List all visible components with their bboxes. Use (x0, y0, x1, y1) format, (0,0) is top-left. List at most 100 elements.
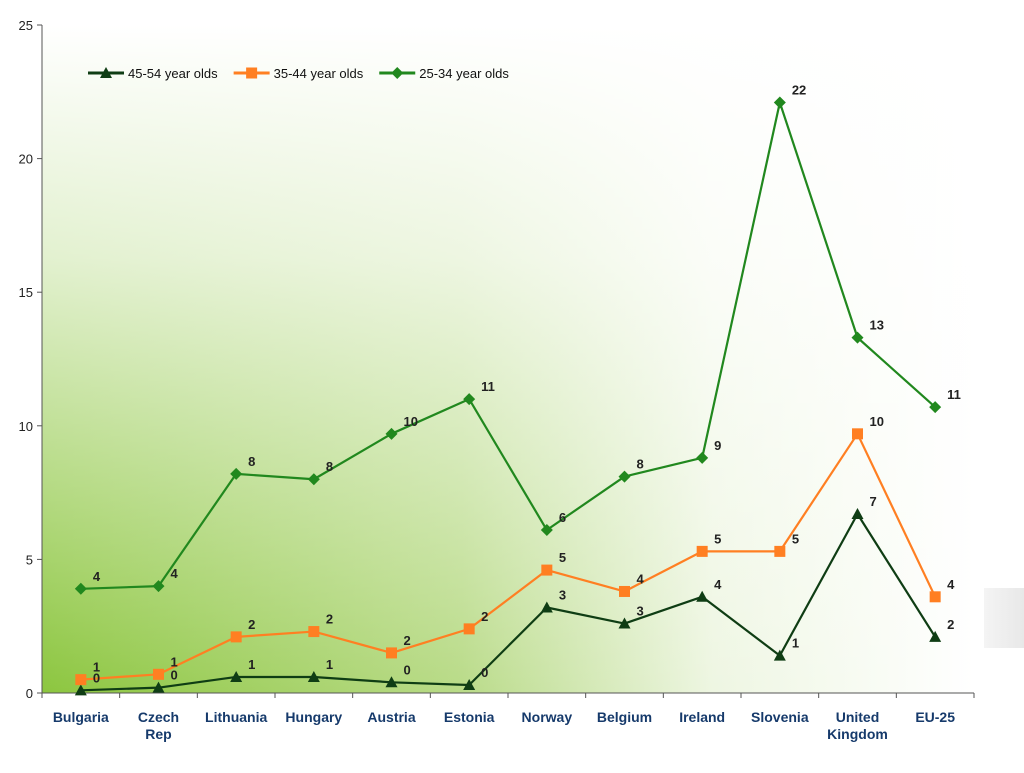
x-tick-label-line: Bulgaria (53, 709, 109, 725)
data-point (851, 507, 864, 519)
data-point (618, 617, 631, 629)
data-point (929, 630, 942, 642)
data-label: 1 (93, 660, 100, 675)
y-tick-label: 25 (19, 18, 33, 33)
data-label: 13 (870, 318, 884, 333)
data-label: 5 (792, 531, 799, 546)
x-tick-label-line: Ireland (679, 709, 725, 725)
data-label: 4 (93, 569, 101, 584)
data-label: 7 (870, 494, 877, 509)
data-point (307, 670, 320, 682)
data-point (851, 331, 864, 344)
data-point (696, 545, 708, 557)
data-label: 4 (637, 571, 645, 586)
data-point (152, 681, 165, 693)
x-tick-label: Czech Rep (138, 709, 179, 742)
data-point (618, 470, 631, 483)
legend-marker-1 (246, 67, 258, 79)
data-point (463, 393, 476, 406)
x-tick-label: Bulgaria (53, 709, 109, 725)
y-tick-label: 10 (19, 419, 33, 434)
data-point (230, 670, 243, 682)
data-label: 5 (714, 531, 721, 546)
data-point (385, 676, 398, 688)
x-tick-label-line: Lithuania (205, 709, 267, 725)
series-line-2 (80, 101, 936, 590)
data-point (541, 564, 553, 576)
data-label: 11 (947, 387, 961, 402)
data-label: 1 (326, 657, 333, 672)
data-point (463, 678, 476, 690)
data-label: 10 (404, 414, 418, 429)
data-point (774, 545, 786, 557)
data-point (308, 626, 320, 638)
data-label: 6 (559, 510, 566, 525)
x-tick-label-line: United (836, 709, 880, 725)
side-tab-decoration (984, 588, 1024, 648)
data-label: 8 (326, 459, 333, 474)
series-line-1 (80, 432, 937, 681)
data-label: 22 (792, 82, 806, 97)
data-label: 10 (870, 414, 884, 429)
x-tick-label-line: Belgium (597, 709, 652, 725)
legend-label: 45-54 year olds (128, 66, 218, 81)
data-point (852, 428, 863, 440)
data-label: 9 (714, 438, 721, 453)
data-label: 5 (559, 550, 566, 565)
legend-label: 25-34 year olds (419, 66, 509, 81)
data-label: 2 (947, 617, 954, 632)
x-tick-label: EU-25 (915, 709, 955, 725)
data-label: 8 (248, 454, 255, 469)
data-point (386, 647, 397, 659)
y-tick-label: 20 (19, 152, 33, 167)
data-point (152, 580, 165, 593)
x-tick-label: United Kingdom (827, 709, 888, 742)
data-point (307, 473, 320, 486)
data-label: 2 (326, 612, 333, 627)
legend-marker-2 (391, 67, 404, 79)
data-label: 0 (404, 662, 411, 677)
data-label: 11 (481, 379, 495, 394)
x-tick-label-line: Estonia (444, 709, 495, 725)
x-tick-label-line: Kingdom (827, 726, 888, 742)
data-point (696, 590, 709, 602)
y-tick-label: 5 (26, 552, 33, 567)
x-tick-label-line: Hungary (285, 709, 342, 725)
data-point (540, 524, 553, 537)
x-tick-label: Lithuania (205, 709, 267, 725)
plot-background-fade (42, 25, 974, 693)
data-label: 2 (481, 609, 488, 624)
series-line-0 (80, 512, 937, 692)
x-tick-label-line: Czech (138, 709, 179, 725)
x-tick-label: Ireland (679, 709, 725, 725)
data-point (75, 674, 87, 686)
data-label: 4 (714, 577, 722, 592)
data-point (74, 582, 87, 595)
data-label: 2 (404, 633, 411, 648)
y-tick-label: 0 (26, 686, 33, 701)
data-label: 1 (792, 636, 799, 651)
data-label: 3 (559, 587, 566, 602)
data-point (385, 427, 398, 440)
data-label: 1 (171, 654, 178, 669)
data-label: 0 (481, 665, 488, 680)
x-tick-label: Estonia (444, 709, 495, 725)
data-label: 3 (637, 604, 644, 619)
data-label: 4 (171, 566, 179, 581)
data-label: 0 (93, 670, 100, 685)
x-tick-label: Norway (522, 709, 573, 725)
data-point (929, 591, 941, 603)
legend-marker-0 (100, 67, 112, 78)
data-point (153, 668, 164, 680)
data-point (773, 96, 786, 109)
x-tick-label-line: EU-25 (915, 709, 955, 725)
data-label: 8 (637, 457, 644, 472)
y-tick-label: 15 (19, 285, 33, 300)
data-point (696, 451, 709, 464)
legend-label: 35-44 year olds (274, 66, 364, 81)
x-tick-label-line: Rep (145, 726, 171, 742)
x-tick-label-line: Norway (522, 709, 573, 725)
x-tick-label-line: Austria (367, 709, 415, 725)
